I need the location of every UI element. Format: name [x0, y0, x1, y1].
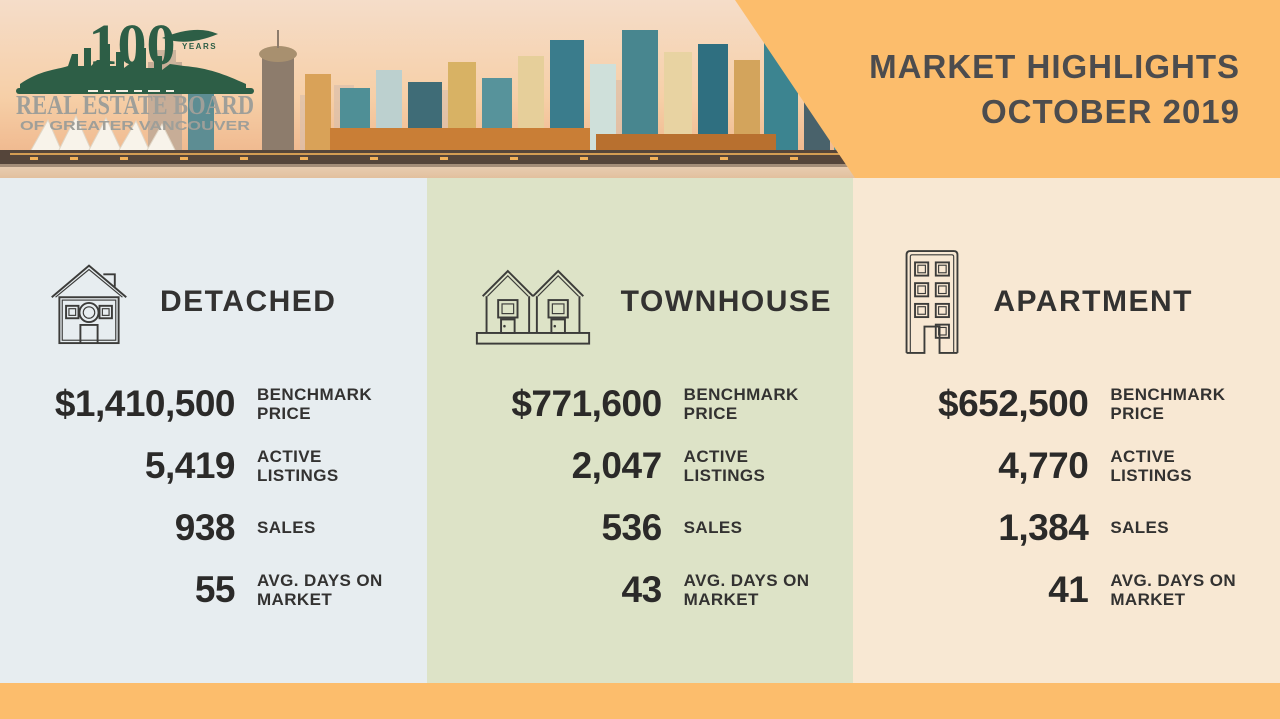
logo-skyline-silhouette	[20, 44, 246, 88]
stat-row: 43 AVG. DAYS ON MARKET	[427, 564, 854, 616]
panel-apartment: APARTMENT $652,500 BENCHMARK PRICE 4,770…	[853, 178, 1280, 683]
townhouse-sales-value: 536	[601, 507, 662, 548]
stat-row: $1,410,500 BENCHMARK PRICE	[0, 378, 427, 430]
stat-row: 536 SALES	[427, 502, 854, 554]
stat-row: $771,600 BENCHMARK PRICE	[427, 378, 854, 430]
apartment-benchmark-price-value: $652,500	[938, 383, 1089, 424]
active-listings-label: ACTIVE LISTINGS	[683, 446, 766, 485]
sales-label: SALES	[683, 518, 743, 538]
stat-row: 938 SALES	[0, 502, 427, 554]
avg-days-label: AVG. DAYS ON MARKET	[683, 570, 810, 609]
benchmark-price-label: BENCHMARK PRICE	[683, 384, 799, 423]
apartment-stats: $652,500 BENCHMARK PRICE 4,770 ACTIVE LI…	[853, 378, 1280, 616]
townhouse-active-listings-value: 2,047	[571, 445, 663, 486]
active-listings-label: ACTIVE LISTINGS	[1110, 446, 1192, 485]
panel-title-detached: DETACHED	[160, 285, 337, 318]
stat-row: 55 AVG. DAYS ON MARKET	[0, 564, 427, 616]
townhouse-icon	[473, 257, 593, 347]
panel-townhouse: TOWNHOUSE $771,600 BENCHMARK PRICE 2,047…	[426, 178, 854, 683]
logo-base-tick-marks	[88, 90, 174, 92]
header: 100 YEARS REAL ESTATE BOARD OF GREATER V…	[0, 0, 1280, 178]
avg-days-label: AVG. DAYS ON MARKET	[1110, 570, 1237, 609]
apartment-avg-days-value: 41	[1048, 569, 1089, 610]
detached-benchmark-price-value: $1,410,500	[54, 383, 236, 424]
panel-detached: DETACHED $1,410,500 BENCHMARK PRICE 5,41…	[0, 178, 427, 683]
stats-panels: DETACHED $1,410,500 BENCHMARK PRICE 5,41…	[0, 178, 1280, 683]
detached-sales-value: 938	[174, 507, 236, 548]
stat-row: 41 AVG. DAYS ON MARKET	[853, 564, 1280, 616]
avg-days-label: AVG. DAYS ON MARKET	[257, 570, 383, 609]
sales-label: SALES	[257, 518, 316, 538]
panel-title-apartment: APARTMENT	[993, 285, 1193, 318]
panel-title-townhouse: TOWNHOUSE	[620, 285, 832, 318]
townhouse-avg-days-value: 43	[621, 569, 663, 610]
rebgv-logo: 100 YEARS REAL ESTATE BOARD OF GREATER V…	[16, 12, 254, 133]
stat-row: 1,384 SALES	[853, 502, 1280, 554]
detached-avg-days-value: 55	[194, 569, 236, 610]
detached-house-icon	[46, 258, 132, 346]
stat-row: 2,047 ACTIVE LISTINGS	[427, 440, 854, 492]
benchmark-price-label: BENCHMARK PRICE	[1110, 384, 1226, 423]
detached-header: DETACHED	[46, 252, 427, 352]
apartment-sales-value: 1,384	[998, 507, 1089, 548]
logo-board-subtitle: OF GREATER VANCOUVER	[20, 118, 251, 133]
detached-stats: $1,410,500 BENCHMARK PRICE 5,419 ACTIVE …	[0, 378, 427, 616]
active-listings-label: ACTIVE LISTINGS	[257, 446, 339, 485]
detached-active-listings-value: 5,419	[144, 445, 236, 486]
stat-row: 4,770 ACTIVE LISTINGS	[853, 440, 1280, 492]
benchmark-price-label: BENCHMARK PRICE	[257, 384, 373, 423]
apartment-header: APARTMENT	[899, 250, 1280, 354]
leaf-icon	[162, 29, 218, 42]
page-title-line2: OCTOBER 2019	[981, 93, 1240, 130]
apartment-icon	[899, 246, 965, 358]
townhouse-benchmark-price-value: $771,600	[511, 383, 662, 424]
stat-row: $652,500 BENCHMARK PRICE	[853, 378, 1280, 430]
logo-board-name: REAL ESTATE BOARD	[16, 90, 254, 120]
page-title: MARKET HIGHLIGHTS OCTOBER 2019	[869, 44, 1240, 134]
page-title-line1: MARKET HIGHLIGHTS	[869, 48, 1240, 85]
townhouse-stats: $771,600 BENCHMARK PRICE 2,047 ACTIVE LI…	[427, 378, 854, 616]
apartment-active-listings-value: 4,770	[998, 445, 1089, 486]
logo-years-label: YEARS	[182, 42, 217, 51]
townhouse-header: TOWNHOUSE	[473, 252, 854, 352]
sales-label: SALES	[1110, 518, 1170, 538]
stat-row: 5,419 ACTIVE LISTINGS	[0, 440, 427, 492]
footer-bar	[0, 683, 1280, 719]
